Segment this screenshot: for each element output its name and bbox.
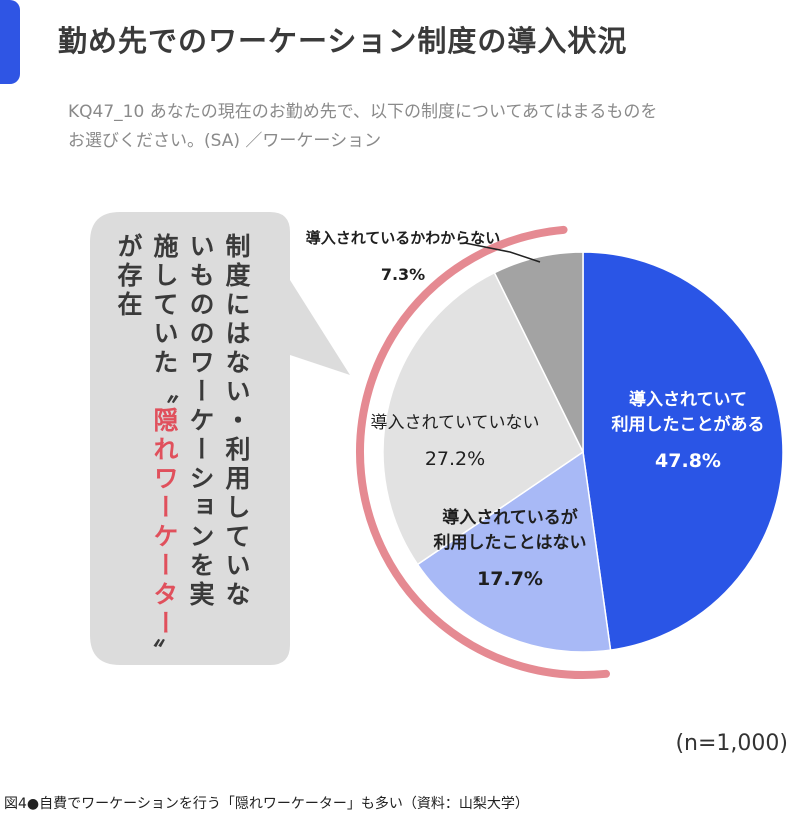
speech-bubble-shape (90, 212, 350, 665)
callout-column-4: が存在 (114, 233, 143, 320)
slice-value-label: 7.3% (381, 265, 425, 284)
slice-label-text: 導入されていていない (371, 413, 540, 433)
pie-slice-3 (493, 251, 584, 453)
slice-label-text: 利用したことはない (434, 532, 587, 553)
sample-size-label: (n=1,000) (675, 731, 788, 756)
leader-line (464, 242, 541, 263)
question-line-1: KQ47_10 あなたの現在のお勤め先で、以下の制度についてあてはまるものを (68, 102, 658, 122)
pie-slice-0 (582, 251, 784, 651)
question-line-2: お選びください。(SA) ／ワーケーション (68, 131, 382, 151)
callout-column-1: 制度にはない・利用していな (222, 233, 251, 610)
figure-caption: 図4●自費でワーケーションを行う「隠れワーケーター」も多い（資料：山梨大学） (4, 796, 529, 812)
quote-open: 〝 (150, 378, 179, 407)
slice-label-text: 利用したことがある (612, 414, 765, 435)
slice-value-label: 27.2% (425, 448, 485, 470)
slice-label-text: 導入されていて (629, 389, 747, 410)
slice-label-text: 導入されているが (442, 507, 578, 528)
slice-value-label: 47.8% (655, 450, 721, 472)
callout-text-pre: 施していた (150, 233, 179, 378)
survey-question: KQ47_10 あなたの現在のお勤め先で、以下の制度についてあてはまるものを お… (68, 98, 793, 156)
page-title: 勤め先でのワーケーション制度の導入状況 (58, 24, 628, 58)
callout-column-2: いもののワーケーションを実 (186, 233, 215, 610)
slice-label-text: 導入されているかわからない (306, 229, 501, 247)
hidden-workcationer-term: 隠れワーケーター (150, 407, 179, 639)
quote-close: 〟 (150, 639, 179, 668)
pie-slice-1 (416, 450, 612, 653)
slice-value-label: 17.7% (477, 568, 543, 590)
title-accent-bar (0, 0, 20, 84)
highlight-arc (356, 225, 610, 679)
slice-label-2: 導入されていていない 27.2% (371, 413, 540, 470)
pie-slice-2 (382, 271, 584, 566)
slice-label-3: 導入されているかわからない 7.3% (306, 229, 501, 284)
callout-column-3: 施していた〝隠れワーケーター〟 (146, 233, 182, 668)
